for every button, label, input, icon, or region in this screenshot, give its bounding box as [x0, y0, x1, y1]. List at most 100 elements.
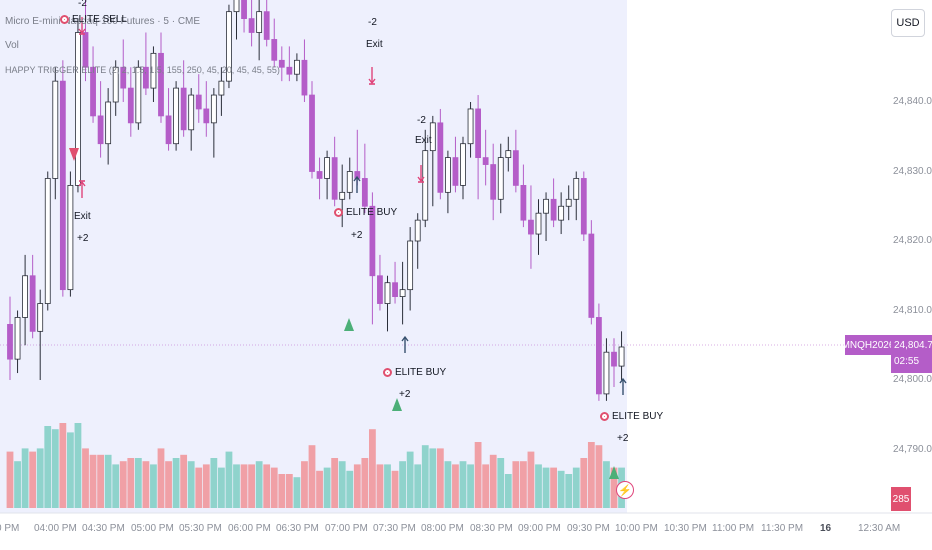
- candle-bull: [75, 32, 81, 186]
- candle-bull: [429, 122, 436, 152]
- candle-bull: [573, 178, 580, 200]
- candle-bull: [150, 52, 157, 89]
- candle-bear: [241, 0, 247, 20]
- current-price-value: 24,804.75: [894, 340, 932, 351]
- candle-bear: [29, 275, 36, 332]
- candle-bull: [558, 205, 565, 221]
- time-axis-label: 05:30 PM: [179, 523, 222, 534]
- elite-buy-annotation-1: ELITE BUY: [334, 207, 397, 218]
- volume-bar: [323, 467, 331, 508]
- elite-sell-label: ELITE SELL: [72, 14, 128, 25]
- candle-bull: [565, 198, 572, 207]
- time-axis-label: 06:30 PM: [276, 523, 319, 534]
- candle-bear: [142, 66, 149, 89]
- symbol-price-tag: MNQH2026: [842, 335, 894, 355]
- candle-bear: [195, 94, 202, 110]
- price-axis-label: 24,790.00: [893, 443, 932, 455]
- candle-bear: [580, 178, 587, 235]
- candle-bear: [588, 233, 595, 318]
- candle-bull: [67, 184, 74, 291]
- candle-bull: [384, 282, 391, 304]
- volume-bar: [603, 461, 610, 508]
- candle-bear: [286, 66, 293, 75]
- volume-bar: [187, 461, 195, 508]
- volume-bar: [572, 467, 580, 508]
- elite-sell-count: -2: [78, 0, 87, 9]
- target-icon: [60, 15, 69, 24]
- volume-bar: [361, 458, 369, 508]
- candle-bear: [490, 164, 497, 200]
- volume-bar: [565, 474, 573, 508]
- volume-bar: [399, 461, 406, 508]
- exit-count-1: +2: [77, 233, 89, 244]
- candle-bear: [90, 66, 96, 117]
- candle-bull: [505, 150, 512, 158]
- volume-bar: [59, 423, 67, 508]
- candle-bull: [14, 317, 21, 360]
- entry-arrow-up: [353, 175, 361, 193]
- time-axis-label: 06:00 PM: [228, 523, 271, 534]
- candle-bear: [82, 32, 89, 68]
- volume-bar: [21, 448, 29, 508]
- current-price-tag: 24,804.75 02:55: [891, 335, 932, 373]
- volume-bar: [119, 461, 127, 508]
- volume-bar: [180, 454, 188, 508]
- time-axis-label: 16: [820, 523, 832, 534]
- elite-buy-label-2: ELITE BUY: [395, 367, 447, 378]
- volume-bar: [301, 461, 308, 508]
- extended-session-background: [0, 0, 627, 513]
- candle-bear: [361, 178, 368, 207]
- price-axis-label: 24,840.00: [893, 96, 932, 107]
- buy-signal-triangle: [609, 466, 619, 479]
- candle-bull: [226, 11, 232, 82]
- elite-buy-annotation-2: ELITE BUY: [383, 367, 446, 378]
- time-axis-label: 04:30 PM: [82, 523, 125, 534]
- candle-bear: [528, 219, 534, 235]
- candle-bear: [550, 198, 557, 221]
- volume-bar: [504, 474, 512, 508]
- volume-bar: [240, 464, 248, 508]
- volume-value-tag: 285: [891, 487, 911, 511]
- candle-bear: [165, 115, 172, 145]
- volume-bar: [210, 458, 218, 508]
- volume-bar: [369, 429, 376, 508]
- volume-bar: [97, 454, 104, 508]
- bar-countdown: 02:55: [894, 356, 920, 367]
- volume-bar: [308, 445, 316, 508]
- volume-bar: [248, 464, 255, 508]
- volume-bar: [29, 451, 37, 508]
- sell-signal-triangle: [69, 148, 79, 161]
- volume-bar: [421, 445, 429, 508]
- volume-bar: [218, 467, 225, 508]
- elite-buy-count-1: +2: [351, 230, 363, 241]
- candle-bear: [59, 80, 66, 291]
- candle-bear: [369, 205, 376, 277]
- candle-bear: [475, 108, 482, 158]
- volume-bar: [467, 464, 474, 508]
- volume-bar: [444, 461, 452, 508]
- candle-bear: [127, 87, 134, 124]
- volume-layer: [6, 423, 625, 508]
- candle-bull: [444, 157, 451, 193]
- exit-arrow-down: [78, 17, 86, 35]
- time-axis-label: 09:00 PM: [518, 523, 561, 534]
- volume-bar: [293, 477, 301, 508]
- volume-bar: [82, 448, 89, 508]
- time-axis-label: 11:00 PM: [712, 523, 755, 534]
- candle-bear: [7, 323, 13, 360]
- candle-bull: [105, 101, 112, 145]
- time-axis-label: 04:00 PM: [34, 523, 77, 534]
- legend-indicator: HAPPY TRIGGER ELITE (2, 2, 1.5, 1.5, 155…: [5, 65, 280, 75]
- time-axis-label: 09:30 PM: [567, 523, 610, 534]
- entry-arrow-up: [401, 335, 409, 353]
- lightning-icon[interactable]: ⚡: [616, 481, 634, 499]
- currency-button[interactable]: USD: [891, 9, 925, 37]
- volume-bar: [285, 474, 293, 508]
- legend-symbol: Micro E-mini Nasdaq-100 Futures · 5 · CM…: [5, 16, 201, 27]
- exit-label-1: Exit: [74, 211, 91, 222]
- volume-bar: [316, 470, 323, 508]
- candle-bull: [173, 87, 180, 145]
- candle-bull: [339, 191, 346, 200]
